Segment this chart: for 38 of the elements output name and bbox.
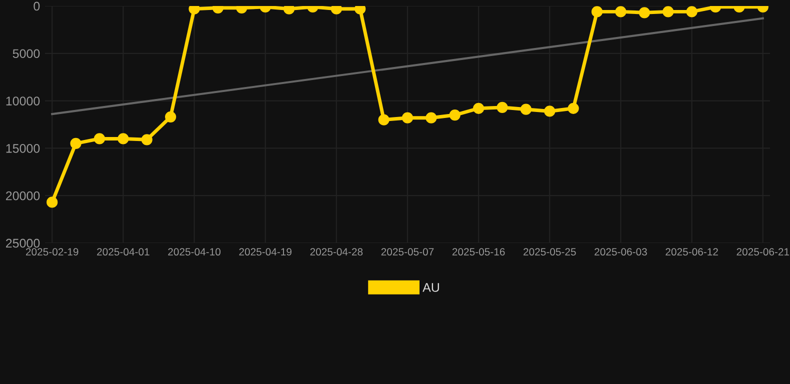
y-tick-label: 0 xyxy=(34,2,40,11)
x-tick-label: 2025-06-03 xyxy=(594,248,647,256)
point xyxy=(496,102,508,113)
point xyxy=(165,111,176,122)
point xyxy=(449,109,460,121)
point xyxy=(591,6,603,18)
x-tick-label: 2025-05-25 xyxy=(524,248,576,256)
point xyxy=(638,7,650,18)
legend-label: AU xyxy=(422,283,439,292)
x-tick-label: 2025-02-19 xyxy=(26,248,78,256)
x-tick-label: 2025-06-12 xyxy=(666,248,718,256)
y-tick-label: 20000 xyxy=(6,191,40,200)
point xyxy=(46,196,58,208)
x-tick-label: 2025-04-01 xyxy=(97,248,150,256)
y-tick-label: 10000 xyxy=(6,96,40,106)
point xyxy=(70,138,82,150)
point xyxy=(118,133,129,144)
x-tick-label: 2025-04-28 xyxy=(310,248,363,256)
point xyxy=(568,102,579,114)
point xyxy=(94,133,106,144)
x-tick-label: 2025-05-07 xyxy=(381,248,434,256)
x-tick-label: 2025-06-21 xyxy=(736,248,790,256)
point xyxy=(402,112,414,124)
y-tick-label: 25000 xyxy=(6,238,40,248)
point xyxy=(473,102,484,114)
point xyxy=(686,6,698,18)
x-tick-label: 2025-04-19 xyxy=(239,248,292,256)
x-tick-label: 2025-05-16 xyxy=(452,248,505,256)
point xyxy=(520,104,532,115)
point xyxy=(544,106,556,117)
point xyxy=(615,6,626,18)
point xyxy=(141,134,152,146)
y-tick-label: 15000 xyxy=(6,144,40,153)
point xyxy=(426,112,437,124)
y-tick-label: 5000 xyxy=(12,49,40,58)
point xyxy=(662,6,674,18)
x-tick-label: 2025-04-10 xyxy=(168,248,220,256)
point xyxy=(378,114,390,126)
